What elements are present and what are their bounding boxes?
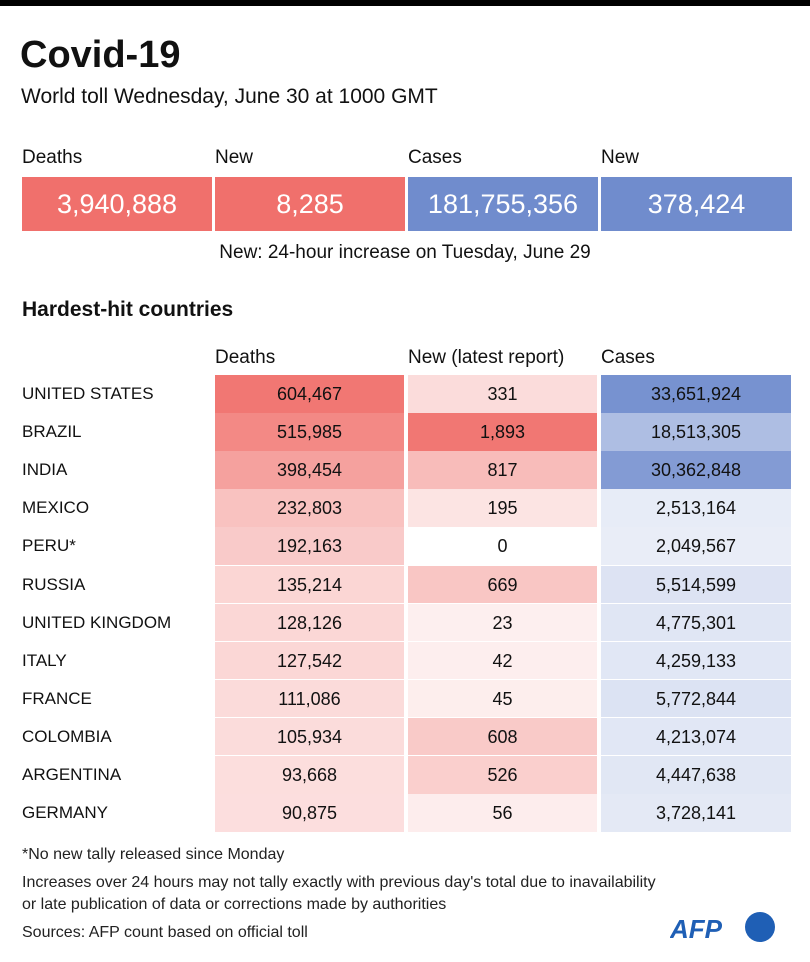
country-name: COLOMBIA bbox=[22, 726, 112, 746]
table-cell: 5,772,844 bbox=[601, 679, 791, 718]
logo-text: AFP bbox=[670, 914, 723, 944]
summary-label: New bbox=[601, 147, 640, 168]
country-name: INDIA bbox=[22, 460, 68, 480]
table-cell: 105,934 bbox=[215, 717, 404, 756]
summary-value: 3,940,888 bbox=[22, 177, 212, 231]
table-cell: 33,651,924 bbox=[601, 375, 791, 413]
table-cell: 4,259,133 bbox=[601, 641, 791, 680]
summary-label: Cases bbox=[408, 147, 462, 168]
country-name: ITALY bbox=[22, 650, 67, 670]
table-cell: 2,513,164 bbox=[601, 489, 791, 527]
table-cell: 1,893 bbox=[408, 413, 597, 451]
summary-value: 8,285 bbox=[215, 177, 405, 231]
table-cell: 3,728,141 bbox=[601, 794, 791, 832]
country-name: BRAZIL bbox=[22, 422, 82, 442]
top-bar bbox=[0, 0, 810, 6]
table-cell: 195 bbox=[408, 489, 597, 527]
footnote: *No new tally released since Monday bbox=[22, 846, 285, 863]
table-cell: 135,214 bbox=[215, 565, 404, 604]
note: New: 24-hour increase on Tuesday, June 2… bbox=[219, 242, 591, 263]
footnote: or late publication of data or correctio… bbox=[22, 896, 447, 913]
table-cell: 30,362,848 bbox=[601, 451, 791, 489]
table-cell: 4,775,301 bbox=[601, 603, 791, 642]
table-cell: 331 bbox=[408, 375, 597, 413]
summary-label: New bbox=[215, 147, 254, 168]
table-cell: 90,875 bbox=[215, 794, 404, 832]
table-cell: 526 bbox=[408, 756, 597, 794]
country-name: MEXICO bbox=[22, 498, 90, 518]
table-cell: 93,668 bbox=[215, 756, 404, 794]
table-cell: 111,086 bbox=[215, 679, 404, 718]
country-name: ARGENTINA bbox=[22, 765, 122, 784]
table-cell: 23 bbox=[408, 603, 597, 642]
column-header: Cases bbox=[601, 347, 655, 368]
table-cell: 398,454 bbox=[215, 451, 404, 489]
country-name: PERU* bbox=[22, 536, 76, 556]
subtitle: World toll Wednesday, June 30 at 1000 GM… bbox=[21, 85, 438, 108]
table-cell: 42 bbox=[408, 641, 597, 680]
table-cell: 5,514,599 bbox=[601, 565, 791, 604]
table-cell: 0 bbox=[497, 536, 508, 557]
table-cell: 604,467 bbox=[215, 375, 404, 413]
table-cell: 128,126 bbox=[215, 603, 404, 642]
table-cell: 2,049,567 bbox=[601, 527, 791, 565]
summary-value: 181,755,356 bbox=[408, 177, 598, 231]
table-cell: 515,985 bbox=[215, 413, 404, 451]
column-header: Deaths bbox=[215, 347, 276, 368]
table-cell: 4,213,074 bbox=[601, 717, 791, 756]
table-cell: 127,542 bbox=[215, 641, 404, 680]
country-name: UNITED STATES bbox=[22, 384, 154, 403]
table-cell: 817 bbox=[408, 451, 597, 489]
table-cell: 56 bbox=[408, 794, 597, 832]
country-name: RUSSIA bbox=[22, 574, 86, 594]
country-name: FRANCE bbox=[22, 688, 92, 708]
afp-logo: AFP bbox=[670, 912, 775, 944]
country-name: GERMANY bbox=[22, 803, 108, 823]
title: Covid-19 bbox=[20, 34, 181, 76]
column-header: New (latest report) bbox=[408, 347, 565, 368]
summary-label: Deaths bbox=[22, 147, 83, 168]
table-cell: 669 bbox=[408, 565, 597, 604]
table-title: Hardest-hit countries bbox=[22, 298, 234, 321]
footnote: Increases over 24 hours may not tally ex… bbox=[22, 874, 656, 891]
country-name: UNITED KINGDOM bbox=[22, 612, 172, 632]
table-cell: 192,163 bbox=[215, 527, 404, 565]
summary-value: 378,424 bbox=[601, 177, 792, 231]
table-cell: 18,513,305 bbox=[601, 413, 791, 451]
table-cell: 45 bbox=[408, 679, 597, 718]
table-cell: 608 bbox=[408, 717, 597, 756]
table-cell: 232,803 bbox=[215, 489, 404, 527]
footnote: Sources: AFP count based on official tol… bbox=[22, 924, 308, 941]
table-cell: 4,447,638 bbox=[601, 756, 791, 794]
